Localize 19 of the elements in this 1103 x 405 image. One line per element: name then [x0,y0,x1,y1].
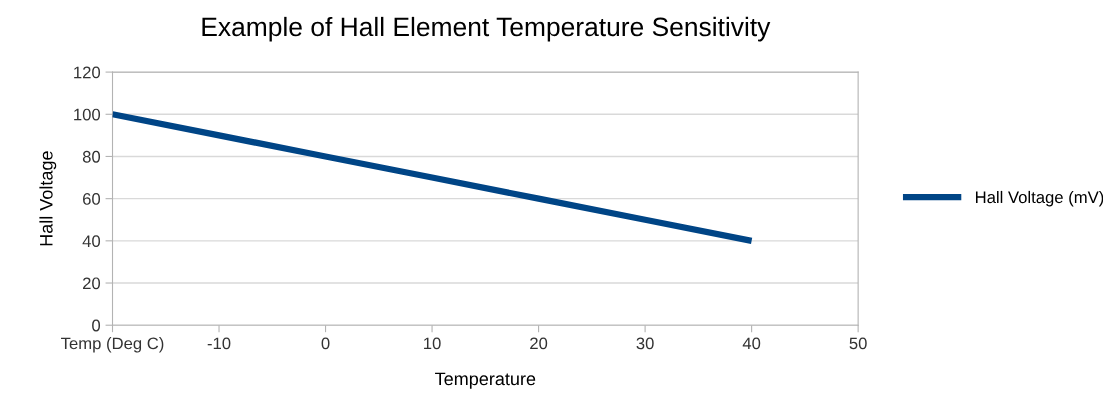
y-tick-label: 0 [92,319,101,332]
x-tick-label: 40 [742,337,761,350]
x-tick-label: 0 [321,337,330,350]
y-tick-label: 80 [82,150,101,163]
y-tick-label: 120 [74,66,101,79]
x-tick-label: 30 [636,337,654,350]
x-tick-label: 10 [424,337,441,350]
chart-title: Example of Hall Element Temperature Sensitivity [202,16,771,42]
x-tick-label: Temp (Deg C) [61,337,164,353]
x-tick-label: -10 [207,337,231,350]
x-tick-label: 20 [530,337,548,350]
y-tick-label: 100 [74,108,101,121]
y-tick-label: 20 [83,277,101,290]
x-tick-label: 50 [849,337,867,350]
legend-label: Hall Voltage (mV) [975,190,1103,207]
y-tick-label: 60 [83,193,101,205]
x-axis-title: Temperature [435,372,536,389]
y-tick-label: 40 [82,235,101,248]
y-axis-title: Hall Voltage [39,151,57,246]
